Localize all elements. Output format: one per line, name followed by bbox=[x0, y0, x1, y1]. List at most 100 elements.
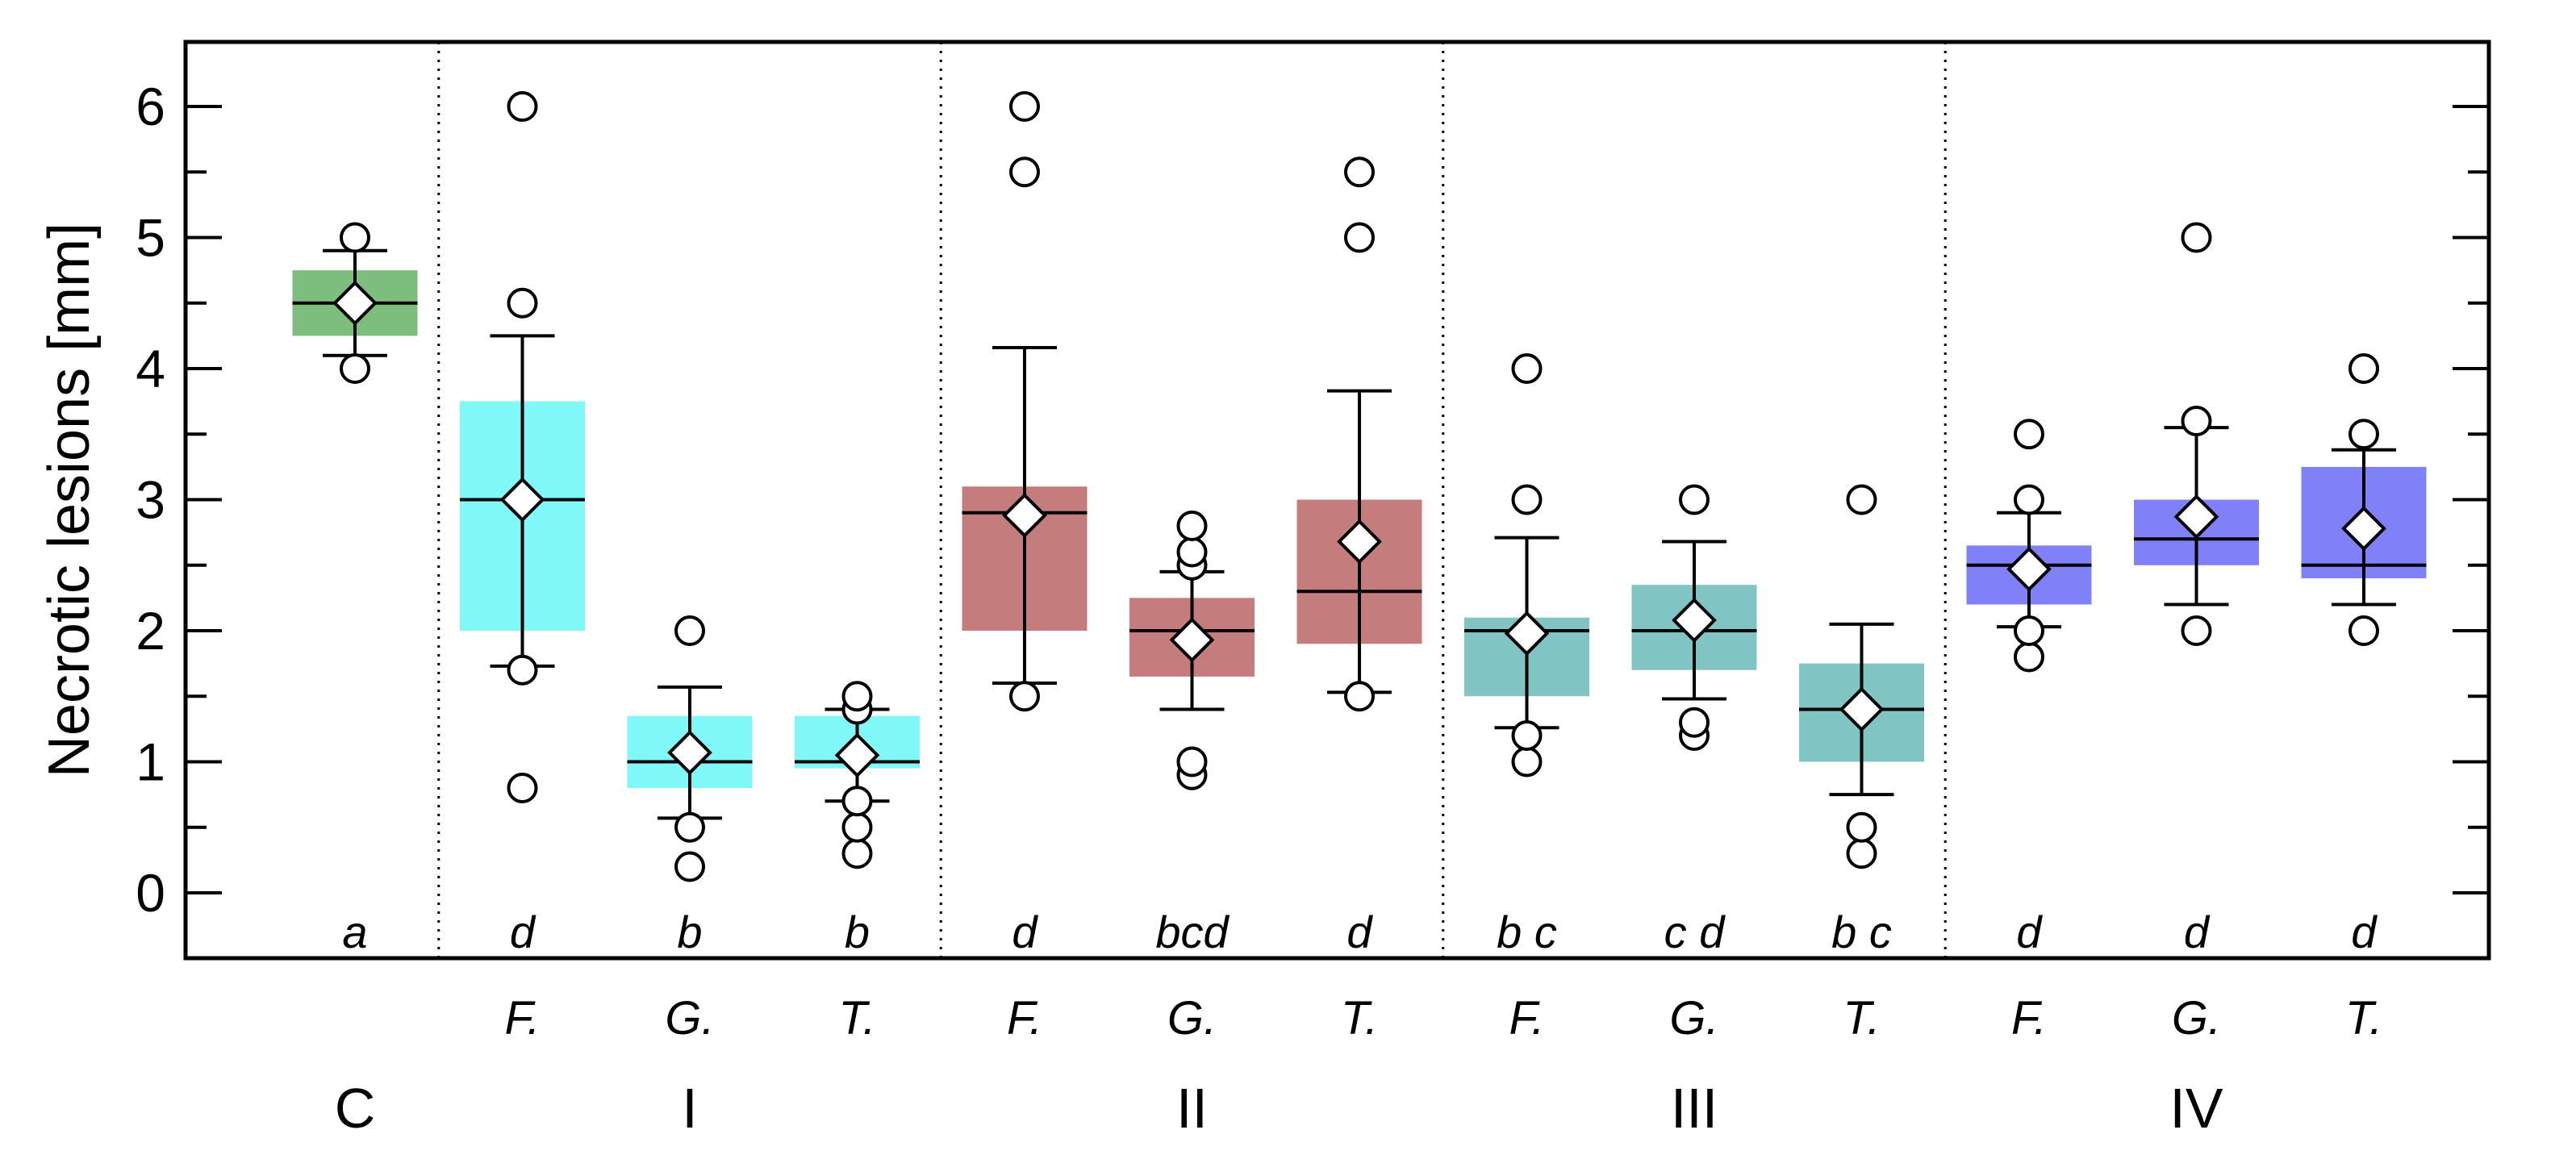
outlier-point bbox=[1846, 838, 1877, 869]
significance-letter: b c bbox=[1497, 907, 1557, 957]
significance-letter: a bbox=[342, 907, 367, 957]
y-tick-label: 0 bbox=[136, 863, 165, 923]
outlier-point bbox=[1176, 536, 1208, 568]
species-label: F. bbox=[504, 992, 540, 1044]
significance-letter: b c bbox=[1831, 907, 1892, 957]
outlier-point bbox=[1846, 484, 1877, 515]
y-tick-label: 1 bbox=[136, 732, 165, 792]
outlier-point bbox=[2181, 615, 2212, 646]
outlier-point bbox=[1511, 720, 1543, 751]
outlier-point bbox=[1511, 353, 1543, 384]
species-label: G. bbox=[665, 992, 714, 1044]
outlier-point bbox=[1009, 156, 1040, 188]
species-label: T. bbox=[1341, 992, 1378, 1044]
mean-marker bbox=[2341, 506, 2386, 552]
species-label: T. bbox=[838, 992, 875, 1044]
outlier-point bbox=[841, 681, 873, 712]
group-label: II bbox=[1176, 1077, 1208, 1140]
significance-letter: b bbox=[677, 907, 702, 957]
significance-letter: d bbox=[510, 907, 536, 957]
species-label: F. bbox=[1007, 992, 1042, 1044]
significance-letter: b bbox=[845, 907, 870, 957]
box-8 bbox=[1631, 484, 1757, 751]
y-tick-label: 4 bbox=[136, 339, 165, 398]
outlier-point bbox=[2014, 615, 2044, 646]
significance-letter: d bbox=[2351, 907, 2378, 957]
significance-letter: d bbox=[1346, 907, 1373, 957]
outlier-point bbox=[507, 287, 538, 319]
box-9 bbox=[1799, 484, 1924, 869]
outlier-point bbox=[1344, 681, 1375, 712]
outlier-point bbox=[2348, 615, 2379, 646]
species-label: F. bbox=[2011, 992, 2047, 1044]
species-label: T. bbox=[1843, 992, 1880, 1044]
mean-marker bbox=[1504, 611, 1550, 657]
y-axis-label: Necrotic lesions [mm] bbox=[37, 223, 102, 778]
y-tick-label: 2 bbox=[136, 601, 165, 661]
outlier-point bbox=[674, 615, 705, 646]
mean-marker bbox=[1002, 493, 1047, 538]
mean-marker bbox=[499, 477, 545, 523]
axes: 0 1 2 3 4 5 6 bbox=[136, 77, 2489, 961]
box-0 bbox=[292, 222, 418, 384]
outlier-point bbox=[1176, 746, 1208, 778]
outlier-point bbox=[340, 222, 370, 253]
mean-marker bbox=[667, 730, 712, 775]
outlier-point bbox=[674, 851, 705, 882]
y-tick-label: 6 bbox=[136, 77, 165, 136]
species-label: G. bbox=[1167, 992, 1217, 1044]
outlier-point bbox=[2348, 353, 2379, 384]
species-label: F. bbox=[1509, 992, 1544, 1044]
box-2 bbox=[627, 615, 753, 882]
outlier-point bbox=[2014, 641, 2044, 673]
group-label: C bbox=[335, 1077, 376, 1140]
significance-letter: d bbox=[1012, 907, 1038, 957]
outlier-point bbox=[507, 654, 538, 686]
box-1 bbox=[460, 91, 585, 803]
outlier-point bbox=[2014, 484, 2044, 515]
species-label: T. bbox=[2345, 992, 2382, 1044]
outlier-point bbox=[1344, 222, 1375, 253]
box-3 bbox=[795, 681, 920, 869]
mean-marker bbox=[1672, 598, 1717, 643]
outlier-point bbox=[2181, 222, 2212, 253]
mean-marker bbox=[1169, 617, 1215, 663]
species-label: G. bbox=[1669, 992, 1718, 1044]
outlier-point bbox=[507, 91, 538, 122]
outlier-point bbox=[1679, 484, 1710, 515]
outlier-point bbox=[340, 353, 370, 384]
outlier-point bbox=[1344, 156, 1375, 188]
outlier-point bbox=[674, 811, 705, 843]
box-10 bbox=[1966, 419, 2092, 673]
outlier-point bbox=[2348, 419, 2379, 450]
box-4 bbox=[962, 91, 1088, 712]
plot-area bbox=[292, 42, 2427, 958]
y-tick-label: 5 bbox=[136, 208, 165, 268]
outlier-point bbox=[1009, 681, 1040, 712]
mean-marker bbox=[332, 280, 378, 326]
significance-letter: bcd bbox=[1155, 907, 1230, 957]
outlier-point bbox=[1679, 707, 1710, 738]
y-tick-label: 3 bbox=[136, 470, 165, 530]
significance-letter: d bbox=[2016, 907, 2043, 957]
group-label: III bbox=[1671, 1077, 1718, 1140]
box-11 bbox=[2134, 222, 2259, 646]
outlier-point bbox=[841, 786, 873, 817]
species-label: G. bbox=[2172, 992, 2221, 1044]
mean-marker bbox=[2173, 494, 2219, 540]
box-5 bbox=[1129, 511, 1255, 790]
outlier-point bbox=[841, 838, 873, 869]
outlier-point bbox=[1846, 811, 1877, 843]
group-label: I bbox=[682, 1077, 697, 1140]
significance-letter: c d bbox=[1664, 907, 1726, 957]
box-6 bbox=[1296, 156, 1422, 712]
outlier-point bbox=[1511, 484, 1543, 515]
mean-marker bbox=[1839, 686, 1885, 732]
significance-letter: d bbox=[2184, 907, 2211, 957]
group-label: IV bbox=[2169, 1077, 2223, 1140]
mean-marker bbox=[834, 732, 880, 778]
outlier-point bbox=[507, 773, 538, 803]
box-12 bbox=[2301, 353, 2427, 646]
mean-marker bbox=[1337, 519, 1382, 565]
outlier-point bbox=[1009, 91, 1040, 122]
